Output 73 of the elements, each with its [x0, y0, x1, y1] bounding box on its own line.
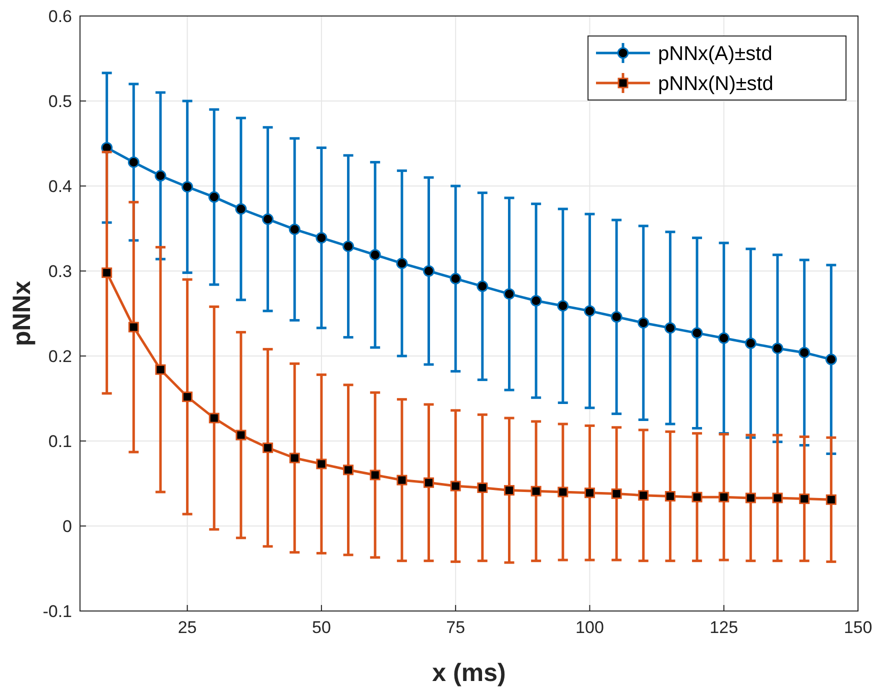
- point: [396, 258, 408, 270]
- point: [558, 486, 568, 498]
- point: [584, 488, 595, 498]
- y-tick-label: -0.1: [42, 602, 72, 621]
- point: [208, 191, 220, 203]
- point: [584, 305, 596, 317]
- legend-label: pNNx(A)±std: [658, 43, 772, 65]
- point: [476, 280, 488, 292]
- point: [530, 486, 542, 496]
- point: [503, 288, 515, 300]
- point: [424, 477, 434, 488]
- point: [288, 224, 300, 236]
- point: [610, 311, 622, 323]
- point: [182, 181, 194, 193]
- point: [423, 265, 435, 277]
- point: [825, 354, 837, 366]
- y-tick-label: 0.4: [48, 177, 72, 196]
- y-tick-label: 0.2: [48, 347, 72, 366]
- point: [316, 458, 327, 470]
- point: [638, 490, 649, 501]
- point: [208, 412, 220, 424]
- point: [316, 232, 328, 244]
- point: [236, 430, 246, 440]
- y-tick-label: 0: [62, 517, 72, 536]
- point: [343, 464, 354, 476]
- point: [154, 170, 166, 182]
- legend-label: pNNx(N)±std: [658, 73, 774, 95]
- point: [799, 494, 810, 504]
- point: [128, 322, 139, 332]
- point: [664, 491, 676, 502]
- x-tick-label: 75: [446, 618, 466, 637]
- point: [718, 492, 730, 502]
- point: [691, 327, 703, 339]
- x-tick-label: 25: [178, 618, 197, 637]
- x-tick-label: 100: [576, 618, 604, 637]
- point: [772, 342, 784, 354]
- point: [744, 338, 756, 349]
- y-tick-label: 0.5: [48, 92, 72, 111]
- x-tick-label: 125: [710, 618, 738, 637]
- y-axis-title: pNNx: [8, 280, 36, 346]
- point: [342, 240, 354, 252]
- point: [772, 492, 783, 504]
- y-tick-label: 0.3: [48, 262, 72, 281]
- point: [262, 442, 274, 454]
- point: [826, 494, 836, 505]
- point: [798, 346, 810, 358]
- point: [504, 485, 514, 496]
- point: [182, 392, 193, 402]
- y-tick-label: 0.1: [48, 432, 72, 451]
- point: [718, 332, 730, 344]
- point: [450, 272, 462, 284]
- point: [262, 213, 274, 225]
- point: [530, 295, 542, 306]
- x-tick-label: 50: [312, 618, 331, 637]
- point: [664, 322, 676, 334]
- point: [289, 452, 300, 464]
- point: [370, 470, 380, 480]
- x-axis-title: x (ms): [432, 659, 506, 687]
- point: [155, 364, 166, 375]
- point: [369, 249, 381, 261]
- point: [477, 482, 488, 493]
- point: [745, 492, 756, 504]
- point: [102, 267, 112, 278]
- x-tick-label: 150: [844, 618, 872, 637]
- point: [128, 156, 140, 168]
- point: [450, 480, 461, 492]
- y-tick-label: 0.6: [48, 7, 72, 26]
- point: [692, 492, 702, 502]
- point: [638, 317, 650, 329]
- point: [611, 488, 622, 499]
- point: [557, 300, 569, 312]
- point: [396, 474, 408, 486]
- point: [235, 203, 247, 215]
